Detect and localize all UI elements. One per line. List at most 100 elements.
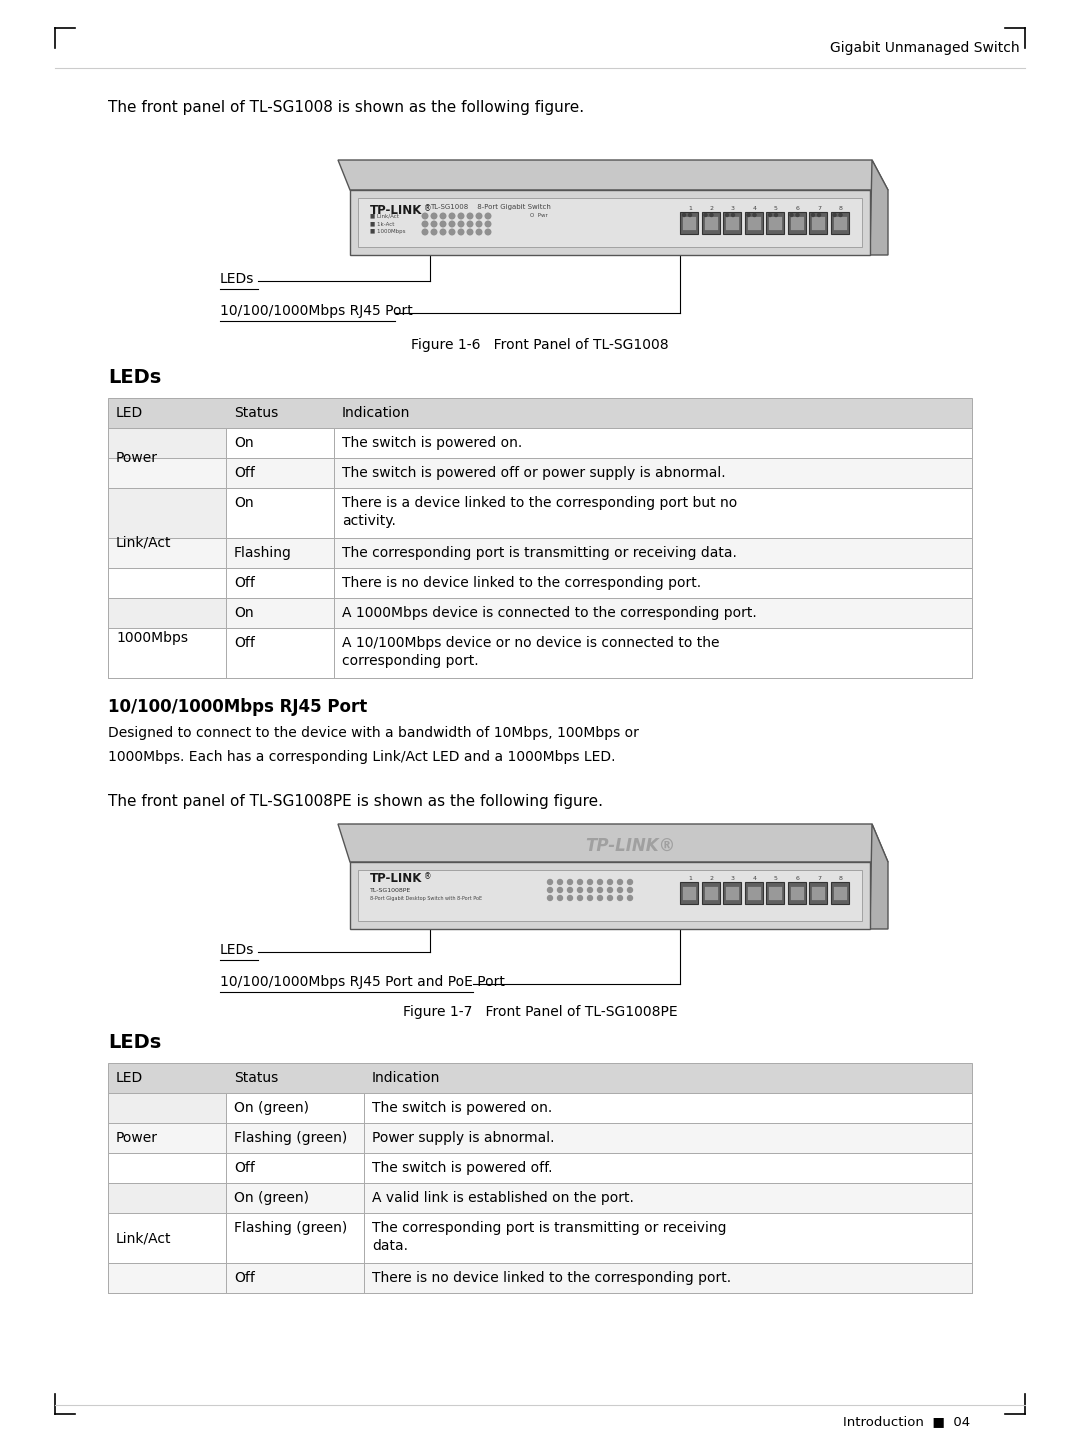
FancyBboxPatch shape (357, 870, 862, 921)
Text: Link/Act: Link/Act (116, 1231, 172, 1244)
Circle shape (588, 887, 593, 893)
Text: 5: 5 (774, 206, 778, 211)
Circle shape (458, 221, 463, 226)
Circle shape (747, 213, 750, 216)
Circle shape (422, 229, 428, 235)
Circle shape (557, 887, 563, 893)
Polygon shape (870, 823, 888, 929)
Circle shape (618, 880, 622, 884)
Text: 6: 6 (796, 875, 799, 881)
FancyBboxPatch shape (364, 1093, 972, 1123)
FancyBboxPatch shape (350, 862, 870, 929)
Circle shape (818, 213, 821, 216)
Circle shape (422, 221, 428, 226)
FancyBboxPatch shape (744, 883, 762, 904)
FancyBboxPatch shape (766, 883, 784, 904)
Circle shape (449, 221, 455, 226)
Text: Figure 1-6   Front Panel of TL-SG1008: Figure 1-6 Front Panel of TL-SG1008 (411, 337, 669, 352)
Text: 7: 7 (816, 875, 821, 881)
Text: The corresponding port is transmitting or receiving data.: The corresponding port is transmitting o… (342, 547, 737, 559)
Text: On (green): On (green) (234, 1191, 309, 1206)
FancyBboxPatch shape (226, 1154, 364, 1182)
FancyBboxPatch shape (226, 428, 334, 459)
FancyBboxPatch shape (364, 1154, 972, 1182)
Text: The switch is powered on.: The switch is powered on. (342, 435, 523, 450)
Circle shape (753, 213, 756, 216)
FancyBboxPatch shape (809, 212, 827, 234)
FancyBboxPatch shape (226, 1093, 364, 1123)
FancyBboxPatch shape (108, 1182, 972, 1213)
Polygon shape (870, 160, 888, 255)
Circle shape (618, 895, 622, 900)
FancyBboxPatch shape (723, 212, 741, 234)
FancyBboxPatch shape (108, 1154, 972, 1182)
Circle shape (458, 213, 463, 219)
FancyBboxPatch shape (226, 1213, 364, 1263)
Circle shape (468, 229, 473, 235)
Text: On (green): On (green) (234, 1102, 309, 1115)
FancyBboxPatch shape (226, 1263, 364, 1293)
Text: TP-LINK: TP-LINK (370, 872, 422, 885)
Text: LEDs: LEDs (220, 943, 255, 957)
Text: The front panel of TL-SG1008 is shown as the following figure.: The front panel of TL-SG1008 is shown as… (108, 99, 584, 115)
Text: LEDs: LEDs (108, 1032, 161, 1053)
Text: 4: 4 (753, 875, 756, 881)
Circle shape (597, 880, 603, 884)
Text: 7: 7 (816, 206, 821, 211)
Text: O  Pwr: O Pwr (530, 213, 548, 218)
FancyBboxPatch shape (702, 212, 719, 234)
FancyBboxPatch shape (334, 487, 972, 538)
FancyBboxPatch shape (334, 598, 972, 629)
Text: There is no device linked to the corresponding port.: There is no device linked to the corresp… (372, 1270, 731, 1285)
Text: Status: Status (234, 407, 279, 420)
FancyBboxPatch shape (108, 398, 972, 428)
FancyBboxPatch shape (334, 428, 972, 459)
Circle shape (578, 887, 582, 893)
FancyBboxPatch shape (226, 629, 334, 678)
Text: Power supply is abnormal.: Power supply is abnormal. (372, 1131, 554, 1145)
FancyBboxPatch shape (703, 216, 717, 231)
FancyBboxPatch shape (768, 216, 782, 231)
Circle shape (449, 229, 455, 235)
FancyBboxPatch shape (226, 568, 334, 598)
Circle shape (485, 213, 490, 219)
Circle shape (548, 887, 553, 893)
Circle shape (567, 880, 572, 884)
FancyBboxPatch shape (357, 198, 862, 247)
FancyBboxPatch shape (108, 487, 226, 598)
Text: ®: ® (424, 872, 432, 881)
Circle shape (468, 213, 473, 219)
Circle shape (567, 887, 572, 893)
Circle shape (726, 213, 729, 216)
Circle shape (710, 213, 713, 216)
Circle shape (476, 221, 482, 226)
Text: Power: Power (116, 451, 158, 464)
Text: LEDs: LEDs (220, 273, 255, 286)
Circle shape (774, 213, 778, 216)
Text: ■ Link/Act: ■ Link/Act (370, 213, 399, 218)
Text: Off: Off (234, 1270, 255, 1285)
FancyBboxPatch shape (108, 487, 972, 538)
Circle shape (588, 880, 593, 884)
FancyBboxPatch shape (681, 216, 696, 231)
Text: TP-LINK: TP-LINK (370, 203, 422, 216)
FancyBboxPatch shape (725, 216, 739, 231)
Circle shape (683, 213, 686, 216)
Text: The front panel of TL-SG1008PE is shown as the following figure.: The front panel of TL-SG1008PE is shown … (108, 795, 603, 809)
Circle shape (548, 880, 553, 884)
Text: Status: Status (234, 1071, 279, 1084)
Text: LEDs: LEDs (108, 368, 161, 386)
Text: Off: Off (234, 466, 255, 480)
Circle shape (689, 213, 691, 216)
FancyBboxPatch shape (744, 212, 762, 234)
Circle shape (567, 895, 572, 900)
FancyBboxPatch shape (108, 1123, 972, 1154)
FancyBboxPatch shape (108, 1263, 972, 1293)
Text: A valid link is established on the port.: A valid link is established on the port. (372, 1191, 634, 1206)
Circle shape (839, 213, 842, 216)
FancyBboxPatch shape (746, 885, 760, 900)
Text: TL-SG1008    8-Port Gigabit Switch: TL-SG1008 8-Port Gigabit Switch (430, 203, 551, 211)
Text: 1: 1 (688, 875, 692, 881)
FancyBboxPatch shape (108, 1063, 972, 1093)
Circle shape (588, 895, 593, 900)
